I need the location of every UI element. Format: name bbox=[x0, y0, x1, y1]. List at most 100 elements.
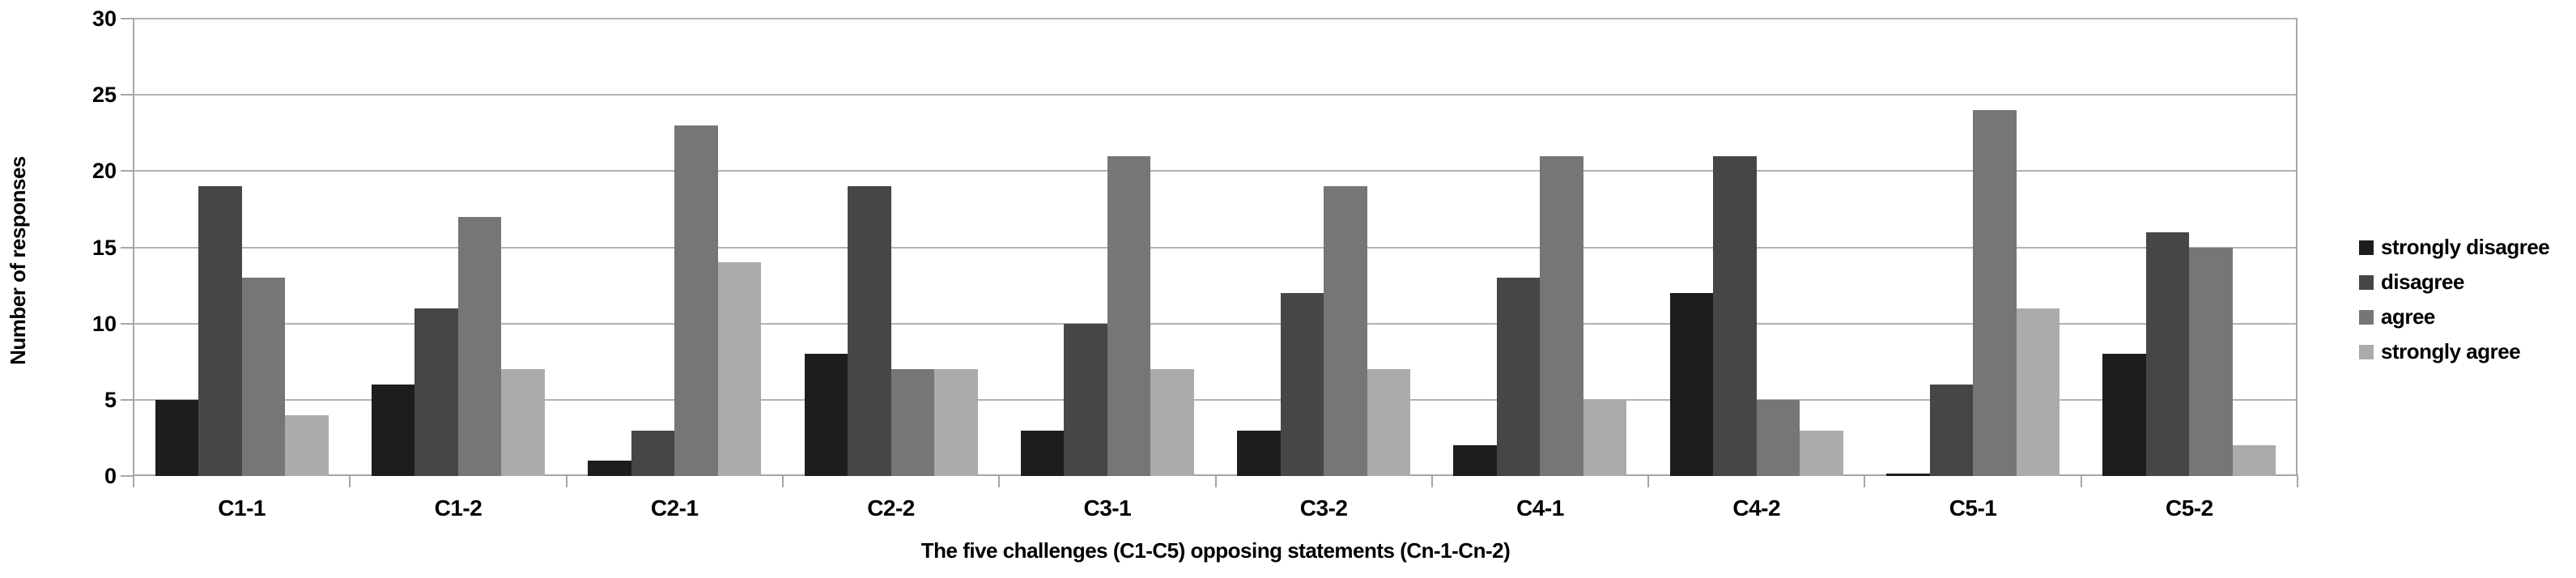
x-axis-tick bbox=[349, 476, 351, 487]
x-axis-tick bbox=[133, 476, 134, 487]
legend-item: strongly agree bbox=[2359, 334, 2549, 369]
category-label: C4-2 bbox=[1732, 495, 1781, 521]
x-axis-tick bbox=[2080, 476, 2082, 487]
bar-C5-1-disagree bbox=[1929, 385, 1974, 476]
gridline bbox=[134, 322, 2298, 325]
legend-label: strongly agree bbox=[2381, 339, 2521, 363]
y-axis-line bbox=[133, 19, 134, 476]
bar-C2-1-strongly-agree bbox=[717, 262, 762, 476]
category-label: C4-1 bbox=[1516, 495, 1564, 521]
gridline bbox=[134, 398, 2298, 401]
bar-C3-2-disagree bbox=[1280, 293, 1324, 476]
bar-C2-1-strongly-disagree bbox=[588, 461, 631, 476]
legend-swatch-disagree bbox=[2359, 274, 2374, 290]
bar-C1-2-strongly-disagree bbox=[371, 385, 415, 476]
gridline bbox=[134, 18, 2298, 19]
legend-label: strongly disagree bbox=[2381, 235, 2550, 259]
x-axis-tick bbox=[998, 476, 1001, 487]
bar-C1-1-strongly-agree bbox=[285, 414, 329, 476]
plot-right-border bbox=[2296, 19, 2298, 476]
legend-item: strongly disagree bbox=[2359, 230, 2550, 265]
bar-C3-2-agree bbox=[1324, 186, 1367, 476]
bar-C1-1-agree bbox=[241, 278, 286, 476]
y-tick-label: 25 bbox=[91, 83, 117, 108]
y-tick-label: 20 bbox=[91, 159, 117, 184]
x-axis-line bbox=[133, 474, 2298, 476]
bar-C4-1-strongly-disagree bbox=[1453, 445, 1497, 476]
category-label: C2-2 bbox=[867, 495, 915, 521]
category-label: C1-1 bbox=[218, 495, 266, 521]
bar-C3-2-strongly-disagree bbox=[1237, 430, 1281, 476]
bar-C3-1-strongly-disagree bbox=[1020, 430, 1065, 476]
category-label: C2-1 bbox=[650, 495, 699, 521]
bar-C5-2-disagree bbox=[2145, 232, 2190, 476]
y-axis-tick bbox=[121, 18, 134, 19]
y-axis-tick bbox=[121, 322, 134, 325]
category-label: C1-2 bbox=[434, 495, 482, 521]
bar-C3-1-strongly-agree bbox=[1150, 369, 1194, 476]
bar-C5-1-strongly-disagree bbox=[1886, 474, 1930, 476]
y-tick-label: 30 bbox=[91, 6, 117, 31]
bar-C2-2-disagree bbox=[848, 186, 891, 476]
legend: strongly disagree disagree agree strongly a… bbox=[2359, 230, 2550, 369]
bar-C1-1-disagree bbox=[198, 186, 242, 476]
bar-C5-1-strongly-agree bbox=[2016, 308, 2060, 476]
bar-C5-2-strongly-agree bbox=[2232, 445, 2276, 476]
x-axis-tick bbox=[1864, 476, 1866, 487]
y-tick-label: 0 bbox=[104, 464, 117, 488]
x-axis-tick bbox=[1647, 476, 1650, 487]
x-axis-title: The five challenges (C1-C5) opposing sta… bbox=[920, 538, 1511, 563]
x-axis-tick bbox=[565, 476, 567, 487]
bar-C4-2-strongly-disagree bbox=[1669, 293, 1714, 476]
bar-C4-1-agree bbox=[1540, 155, 1583, 476]
bar-C5-2-agree bbox=[2189, 247, 2233, 476]
legend-swatch-strongly-agree bbox=[2359, 344, 2374, 359]
legend-item: agree bbox=[2359, 300, 2549, 334]
bar-C1-2-strongly-agree bbox=[501, 369, 545, 476]
bar-C2-1-agree bbox=[674, 125, 718, 476]
bar-C2-2-strongly-disagree bbox=[804, 354, 848, 476]
x-axis-tick bbox=[781, 476, 784, 487]
gridline bbox=[134, 170, 2298, 172]
bar-C5-1-agree bbox=[1973, 110, 2017, 476]
category-label: C5-1 bbox=[1949, 495, 1997, 521]
y-axis-tick bbox=[121, 94, 134, 96]
bar-C1-2-disagree bbox=[414, 308, 458, 476]
bar-C4-2-strongly-agree bbox=[1800, 430, 1843, 476]
bar-C2-1-disagree bbox=[631, 430, 675, 476]
bar-C2-2-strongly-agree bbox=[934, 369, 978, 476]
bar-C4-1-disagree bbox=[1496, 278, 1541, 476]
legend-swatch-strongly-disagree bbox=[2359, 240, 2374, 255]
category-label: C3-1 bbox=[1083, 495, 1132, 521]
legend-swatch-agree bbox=[2359, 309, 2374, 325]
bar-C3-1-disagree bbox=[1064, 323, 1107, 476]
bar-C4-2-agree bbox=[1756, 399, 1800, 476]
bar-C4-1-strongly-agree bbox=[1583, 399, 1627, 476]
bar-C3-1-agree bbox=[1107, 155, 1151, 476]
bar-C1-2-agree bbox=[457, 216, 502, 476]
gridline bbox=[134, 94, 2298, 96]
bar-C4-2-disagree bbox=[1713, 155, 1757, 476]
y-axis-tick bbox=[121, 170, 134, 172]
category-label: C5-2 bbox=[2165, 495, 2213, 521]
legend-label: agree bbox=[2381, 304, 2435, 329]
gridline bbox=[134, 246, 2298, 249]
bar-C3-2-strongly-agree bbox=[1367, 369, 1411, 476]
y-tick-label: 10 bbox=[91, 311, 117, 336]
bar-C2-2-agree bbox=[891, 369, 935, 476]
y-tick-label: 5 bbox=[104, 387, 117, 412]
legend-label: disagree bbox=[2381, 270, 2464, 294]
x-axis-tick bbox=[1214, 476, 1217, 487]
legend-item: disagree bbox=[2359, 265, 2549, 300]
plot-area: C1-1 C1-2 C2-1 C2-2 C3-1 C3-2 C4-1 C4-2 C5-1 C5-2 bbox=[121, 18, 2298, 521]
x-axis-tick bbox=[1430, 476, 1433, 487]
bar-C5-2-strongly-disagree bbox=[2102, 354, 2146, 476]
y-axis-tick bbox=[121, 398, 134, 401]
y-tick-label: 15 bbox=[91, 235, 117, 260]
x-axis-tick bbox=[2297, 476, 2298, 487]
bar-C1-1-strongly-disagree bbox=[155, 399, 199, 476]
y-axis-tick bbox=[121, 246, 134, 249]
category-label: C3-2 bbox=[1299, 495, 1348, 521]
y-axis-tick bbox=[121, 475, 134, 477]
